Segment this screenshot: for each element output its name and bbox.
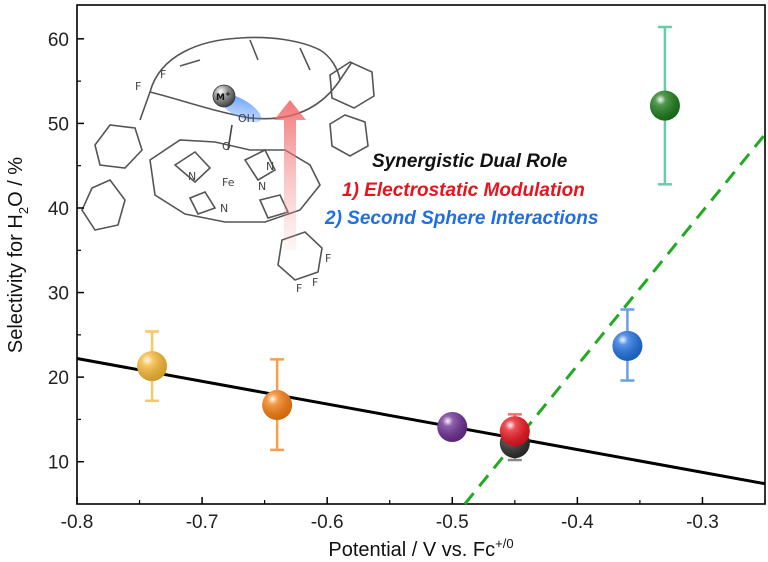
x-tick-label-0: -0.8 (61, 512, 94, 533)
y-axis-title: Selectivity for H2O / % (5, 157, 31, 353)
o-label: O (222, 140, 231, 153)
data-point-2 (437, 412, 468, 443)
molecule-illustration (81, 36, 375, 281)
y-tick-label-2: 30 (48, 284, 69, 305)
annotation-line1: 1) Electrostatic Modulation (342, 180, 585, 201)
metal-ion-icon (212, 84, 236, 108)
y-axis: 10 20 30 40 50 60 (48, 30, 84, 474)
n-label-2: N (266, 160, 274, 173)
data-point-1 (262, 390, 293, 421)
x-tick-label-5: -0.3 (686, 512, 719, 533)
right-arm (329, 61, 375, 157)
data-point-6 (649, 90, 680, 121)
n-label-3: N (258, 180, 266, 193)
f-label-5: F (312, 276, 318, 289)
electrostatic-arrow (274, 100, 306, 250)
x-tick-label-4: -0.4 (561, 512, 594, 533)
annotation-line2: 2) Second Sphere Interactions (324, 208, 598, 229)
plot-frame (76, 4, 766, 505)
data-point-5 (612, 330, 643, 361)
y-tick-label-3: 40 (48, 199, 69, 220)
x-tick-label-2: -0.6 (311, 512, 344, 533)
f-label-1: F (135, 80, 141, 93)
f-label-2: F (160, 68, 166, 81)
c6f5-top (139, 61, 353, 121)
x-tick-label-1: -0.7 (186, 512, 219, 533)
fit-line-solid (76, 357, 766, 486)
pyrroles (173, 148, 290, 219)
y-tick-label-5: 60 (48, 30, 69, 51)
porphyrin-ring (149, 139, 321, 223)
data-point-0 (137, 351, 168, 382)
oh-label: OH (238, 112, 255, 125)
x-tick-label-3: -0.5 (436, 512, 469, 533)
n-label-4: N (220, 202, 228, 215)
crown-links (179, 39, 311, 71)
y-tick-label-4: 50 (48, 114, 69, 135)
o-o-bond (227, 124, 233, 151)
data-points (137, 90, 680, 459)
fe-label: Fe (222, 176, 235, 189)
c6f5-ring (277, 231, 323, 281)
f-label-4: F (296, 282, 302, 295)
y-tick-label-0: 10 (48, 453, 69, 474)
x-axis: -0.8 -0.7 -0.6 -0.5 -0.4 -0.3 (61, 497, 766, 533)
metal-label: M+ (216, 90, 231, 103)
n-label-1: N (188, 170, 196, 183)
f-label-3: F (325, 252, 331, 265)
data-point-4 (499, 416, 530, 447)
x-axis-title: Potential / V vs. Fc+/0 (328, 536, 513, 561)
left-arm (81, 124, 143, 231)
annotation-title: Synergistic Dual Role (372, 151, 568, 172)
y-tick-label-1: 20 (48, 368, 69, 389)
